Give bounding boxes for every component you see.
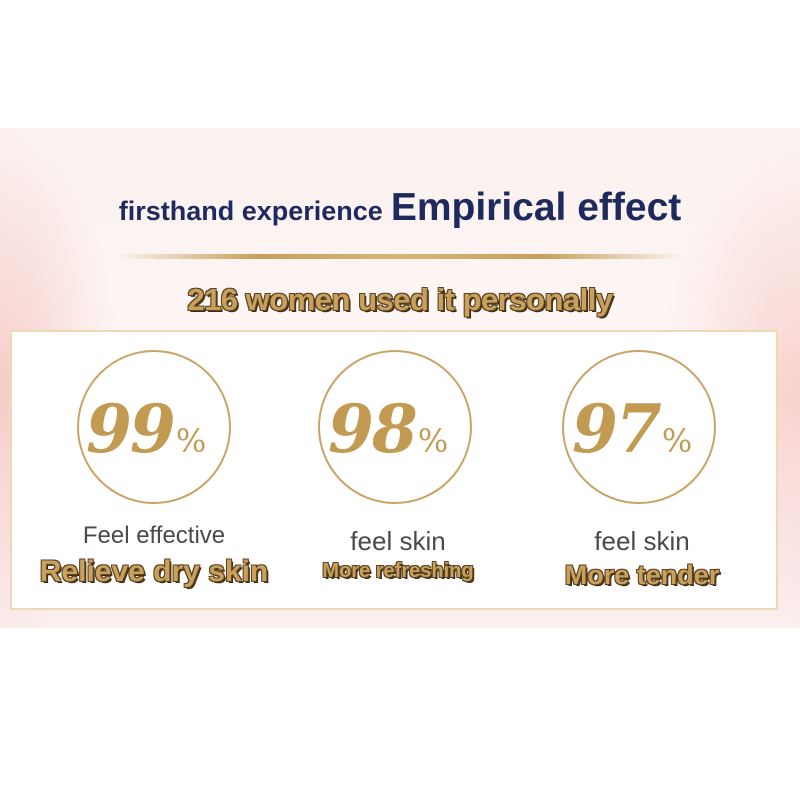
headline-lead: firsthand experience — [118, 196, 383, 226]
stat-ring — [77, 350, 231, 504]
percent-sign: % — [417, 422, 449, 460]
stat-percentage: 99% — [86, 390, 206, 468]
gold-divider — [115, 254, 685, 259]
stat-percentage: 98% — [328, 390, 448, 468]
subheadline: 216 women used it personally — [187, 282, 613, 317]
stat-caption: feel skin — [350, 526, 446, 556]
stat-claim: Relieve dry skin — [39, 555, 269, 588]
stat-card-1: 99% Feel effective Relieve dry skin — [34, 350, 274, 590]
headline-title: Empirical effect — [390, 186, 682, 229]
stat-value: 99 — [86, 390, 176, 468]
stat-caption: feel skin — [594, 526, 690, 556]
stat-ring — [318, 350, 472, 504]
stat-value: 98 — [328, 390, 418, 468]
headline: firsthand experience Empirical effect — [0, 186, 800, 230]
stat-card-2: 98% feel skin More refreshing — [278, 350, 518, 590]
stat-claim: More refreshing — [322, 560, 474, 582]
percent-sign: % — [661, 422, 693, 460]
percent-sign: % — [175, 422, 207, 460]
stat-value: 97 — [572, 390, 662, 468]
stat-claim: More tender — [564, 560, 720, 590]
stat-ring — [562, 350, 716, 504]
stat-card-3: 97% feel skin More tender — [522, 350, 762, 590]
stat-percentage: 97% — [572, 390, 692, 468]
stat-caption: Feel effective — [82, 522, 226, 549]
